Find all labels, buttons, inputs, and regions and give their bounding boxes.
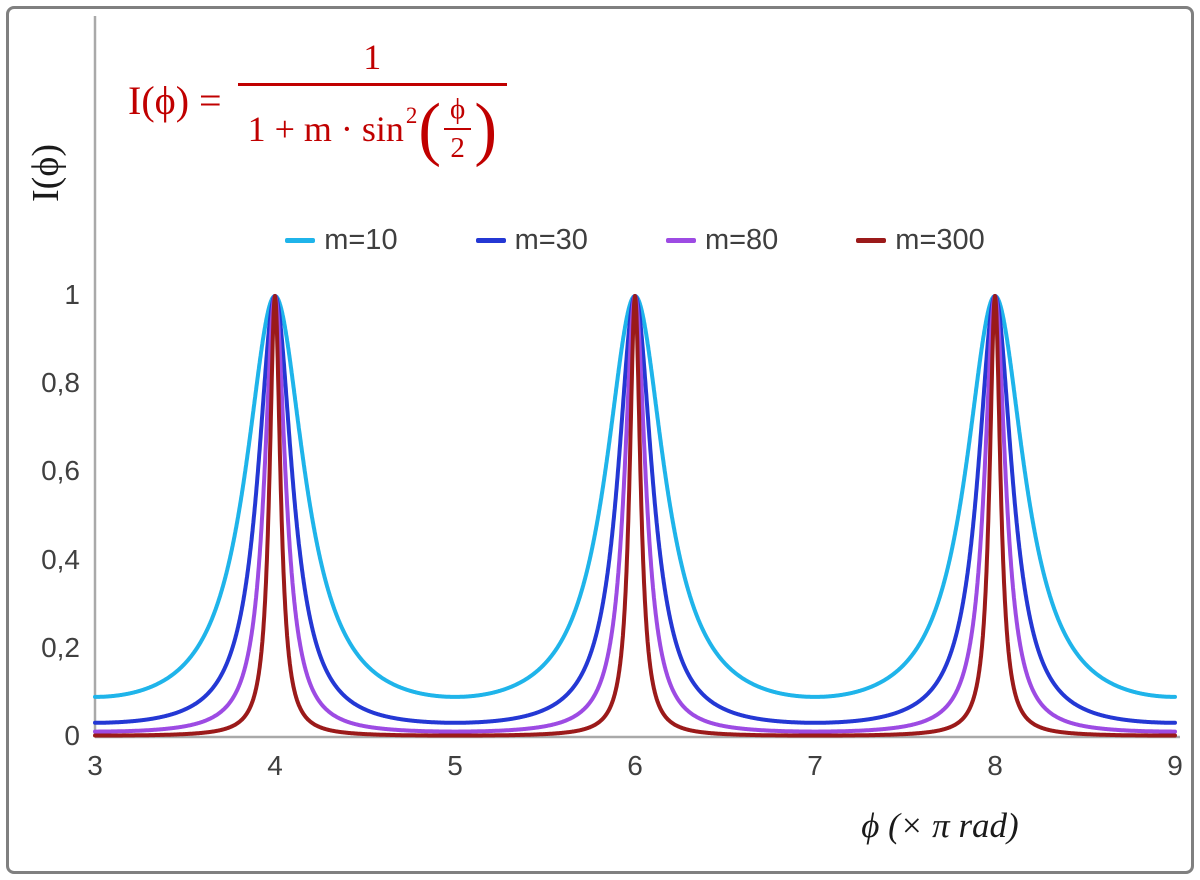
y-tick-label: 0,6 (41, 455, 80, 487)
x-tick-label: 6 (627, 750, 643, 781)
series-line-m=300 (93, 294, 1177, 738)
legend-label: m=300 (895, 224, 985, 256)
y-tick-label: 0,4 (41, 543, 80, 575)
y-axis-title: I(ϕ) (25, 144, 67, 202)
series-line-m=80 (93, 294, 1177, 734)
legend: m=10 m=30 m=80 m=300 (95, 224, 1175, 257)
formula: I(ϕ) = 1 1 + m · sin 2 ( ϕ 2 ) (128, 36, 507, 165)
x-axis-title: ϕ (× π rad) (861, 806, 1019, 845)
inner-fraction: ϕ 2 (444, 93, 472, 165)
inner-fraction-numerator: ϕ (444, 93, 472, 130)
legend-item-m=300: m=300 (856, 224, 985, 257)
x-tick-label: 3 (87, 750, 103, 781)
legend-swatch (856, 238, 887, 243)
formula-fraction: 1 1 + m · sin 2 ( ϕ 2 ) (237, 36, 507, 169)
legend-item-m=10: m=10 (285, 224, 398, 257)
legend-label: m=80 (704, 224, 779, 256)
open-paren: ( (418, 88, 442, 169)
formula-denominator: 1 + m · sin 2 ( ϕ 2 ) (237, 83, 507, 169)
formula-denominator-text: 1 + m · sin (247, 109, 404, 149)
x-tick-label: 5 (447, 750, 463, 781)
legend-swatch (665, 238, 696, 243)
series-line-m=30 (93, 294, 1177, 725)
legend-item-m=80: m=80 (665, 224, 779, 257)
y-tick-label: 0,8 (41, 367, 80, 399)
legend-swatch (285, 238, 316, 243)
x-tick-label: 9 (1167, 750, 1183, 781)
y-tick-label: 0,2 (41, 631, 80, 663)
close-paren: ) (474, 88, 497, 169)
legend-label: m=10 (324, 224, 398, 256)
legend-swatch (475, 238, 506, 243)
legend-label: m=30 (514, 224, 588, 256)
x-tick-label: 7 (807, 750, 823, 781)
y-tick-label: 0 (64, 720, 80, 751)
x-tick-label: 4 (267, 750, 283, 781)
formula-exponent: 2 (405, 103, 418, 128)
x-tick-label: 8 (987, 750, 1003, 781)
legend-item-m=30: m=30 (475, 224, 588, 257)
inner-fraction-denominator: 2 (450, 132, 465, 164)
y-tick-label: 1 (64, 279, 80, 310)
formula-lhs: I(ϕ) = (128, 78, 222, 123)
formula-numerator: 1 (363, 37, 382, 77)
